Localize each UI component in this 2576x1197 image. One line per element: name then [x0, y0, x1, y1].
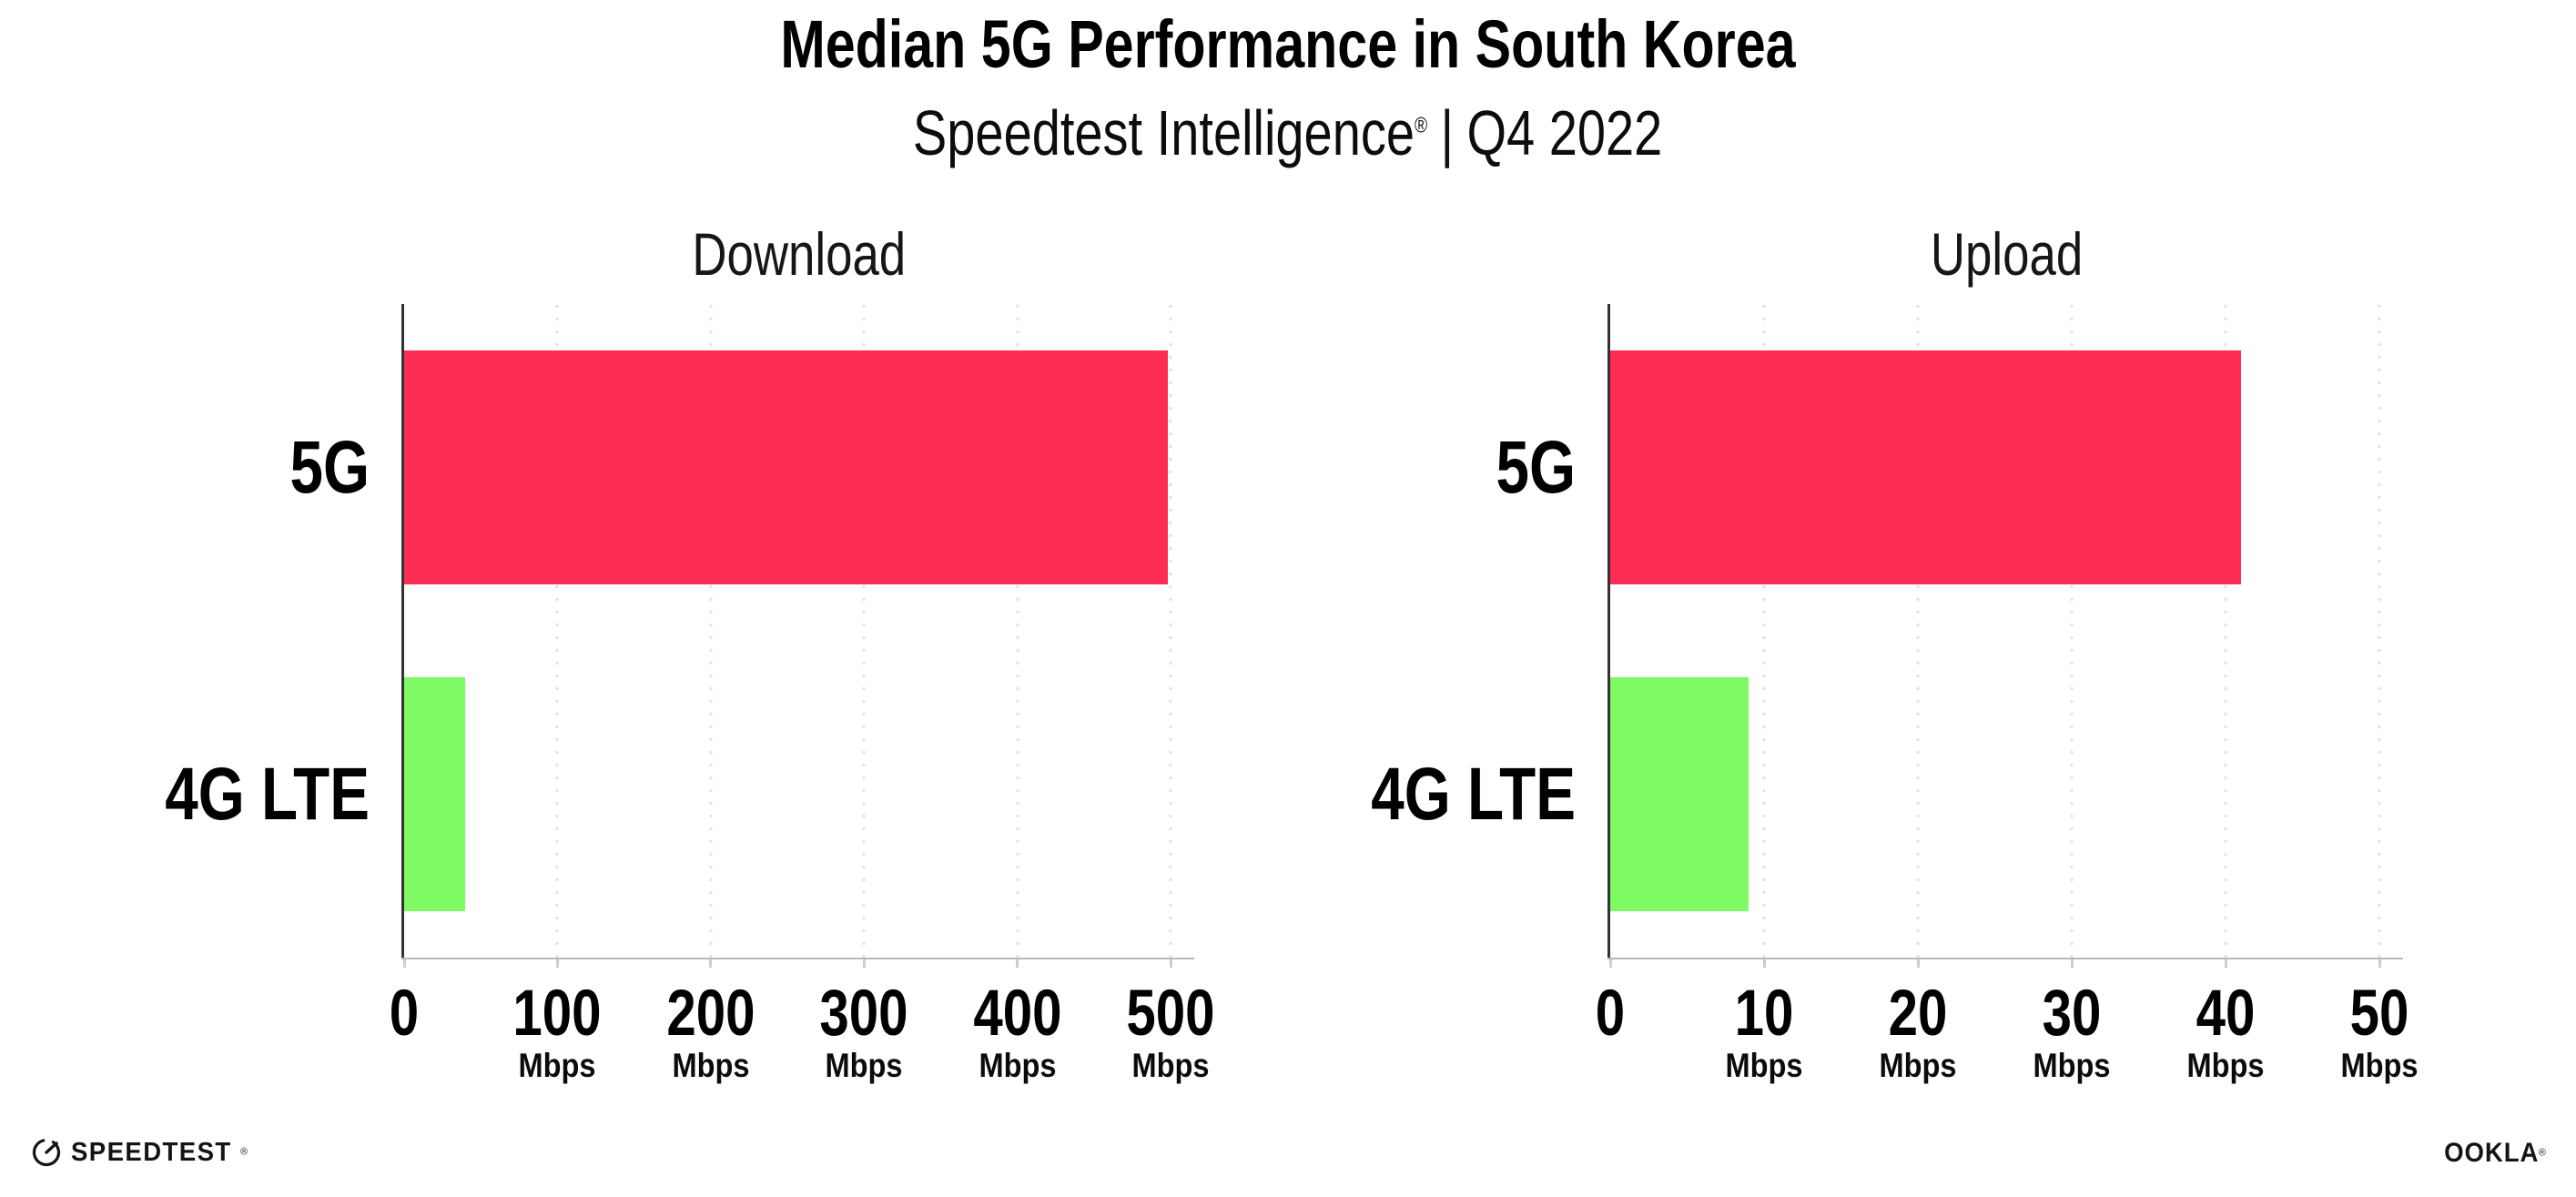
gridline-upload-30 [2070, 304, 2074, 958]
subtitle: Speedtest Intelligence® | Q4 2022 [0, 98, 2576, 168]
tick-mark-download-400 [1016, 959, 1019, 968]
tick-label-upload-30: 30 [2042, 978, 2102, 1050]
tick-unit-label-download-500: Mbps [1131, 1047, 1210, 1084]
subtitle-brand: Speedtest Intelligence [913, 97, 1415, 168]
tick-label-download-400: 400 [973, 978, 1062, 1050]
speedtest-logo: SPEEDTEST ® [30, 1136, 248, 1169]
tick-unit-label-download-100: Mbps [518, 1047, 596, 1084]
chart-title-download: Download [390, 224, 1209, 284]
subtitle-period: Q4 2022 [1466, 97, 1663, 168]
tick-mark-download-200 [709, 959, 713, 968]
chart-title-text-download: Download [692, 220, 907, 288]
tick-label-download-0: 0 [389, 978, 420, 1050]
gridline-download-500 [1169, 304, 1172, 958]
category-label-4g-lte-download: 4G LTE [165, 752, 370, 836]
tick-label-upload-0: 0 [1595, 978, 1626, 1050]
category-label-5g-download: 5G [289, 425, 370, 509]
category-label-5g-upload: 5G [1496, 425, 1576, 509]
tick-label-upload-20: 20 [1888, 978, 1948, 1050]
page-title: Median 5G Performance in South Korea [0, 11, 2576, 78]
y-axis-line-download [401, 304, 404, 958]
gridline-download-400 [1015, 304, 1019, 958]
bar-upload-5g [1610, 350, 2241, 584]
tick-label-upload-40: 40 [2196, 978, 2256, 1050]
subtitle-separator: | [1440, 97, 1455, 168]
tick-label-download-100: 100 [512, 978, 602, 1050]
tick-unit-label-upload-50: Mbps [2340, 1047, 2419, 1084]
category-label-4g-lte-upload: 4G LTE [1371, 752, 1576, 836]
tick-mark-upload-20 [1916, 959, 1920, 968]
tick-label-download-500: 500 [1126, 978, 1215, 1050]
bar-download-4g-lte [404, 677, 466, 911]
gridline-download-200 [708, 304, 713, 958]
gridline-upload-20 [1916, 304, 1920, 958]
tick-mark-download-500 [1169, 959, 1172, 968]
tick-label-upload-10: 10 [1734, 978, 1794, 1050]
ookla-registered-mark: ® [2538, 1147, 2546, 1159]
speedtest-gauge-icon [32, 1138, 61, 1167]
page-title-text: Median 5G Performance in South Korea [780, 6, 1796, 82]
tick-unit-label-upload-40: Mbps [2186, 1047, 2265, 1084]
gridline-upload-40 [2224, 304, 2227, 958]
tick-mark-upload-10 [1762, 959, 1766, 968]
tick-label-download-300: 300 [819, 978, 908, 1050]
tick-unit-label-upload-10: Mbps [1725, 1047, 1803, 1084]
registered-mark: ® [1415, 113, 1428, 138]
tick-mark-upload-40 [2224, 959, 2227, 968]
speedtest-registered-mark: ® [239, 1146, 248, 1158]
tick-unit-label-download-400: Mbps [979, 1047, 1057, 1084]
bar-download-5g [404, 350, 1168, 584]
bar-upload-4g-lte [1610, 677, 1749, 911]
ookla-logo: OOKLA® [2436, 1140, 2546, 1167]
x-axis-baseline-upload [1607, 958, 2403, 959]
ookla-logo-text: OOKLA [2443, 1138, 2539, 1168]
gridline-download-300 [862, 304, 867, 958]
speedtest-logo-text: SPEEDTEST [71, 1137, 232, 1167]
gridline-upload-50 [2378, 304, 2381, 958]
tick-mark-upload-30 [2070, 959, 2074, 968]
tick-unit-label-download-300: Mbps [825, 1047, 903, 1084]
gridline-download-100 [555, 304, 560, 958]
tick-label-upload-50: 50 [2349, 978, 2409, 1050]
chart-title-upload: Upload [1597, 224, 2417, 284]
tick-unit-label-upload-20: Mbps [1879, 1047, 1957, 1084]
tick-unit-label-download-200: Mbps [672, 1047, 750, 1084]
tick-unit-label-upload-30: Mbps [2033, 1047, 2111, 1084]
tick-label-download-200: 200 [666, 978, 756, 1050]
tick-mark-download-0 [402, 959, 406, 968]
chart-title-text-upload: Upload [1930, 220, 2084, 288]
tick-mark-download-300 [862, 959, 866, 968]
tick-mark-upload-50 [2378, 959, 2381, 968]
y-axis-line-upload [1607, 304, 1610, 958]
tick-mark-download-100 [555, 959, 559, 968]
gridline-upload-10 [1762, 304, 1766, 958]
x-axis-baseline-download [401, 958, 1194, 959]
tick-mark-upload-0 [1608, 959, 1612, 968]
